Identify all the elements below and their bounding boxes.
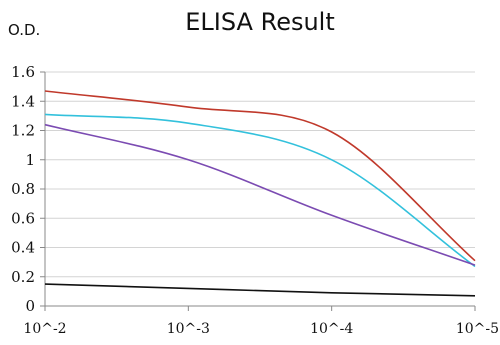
y-tick-label: 0.4 xyxy=(11,239,35,257)
x-tick-label: 10^-2 xyxy=(23,321,66,337)
y-tick-label: 0.8 xyxy=(11,180,35,198)
chart-title: ELISA Result xyxy=(185,8,335,36)
y-tick-labels: 0 0.2 0.4 0.6 0.8 1 1.2 1.4 1.6 xyxy=(11,63,35,315)
y-tick-label: 0 xyxy=(25,297,35,315)
y-tick-label: 1 xyxy=(25,151,35,169)
series-line-2 xyxy=(44,113,476,268)
gridlines xyxy=(45,71,475,278)
y-tick-label: 1.2 xyxy=(11,122,35,140)
x-tick-label: 10^-3 xyxy=(167,321,210,337)
x-tick-label: 10^-5 xyxy=(456,321,499,337)
x-tick-label: 10^-4 xyxy=(310,321,353,337)
y-tick-label: 0.2 xyxy=(11,268,35,286)
y-axis-label: O.D. xyxy=(8,21,40,39)
series-line-1 xyxy=(44,90,476,262)
x-tick-labels: 10^-2 10^-3 10^-4 10^-5 xyxy=(23,321,499,337)
series-line-3 xyxy=(44,123,476,266)
series-lines xyxy=(44,90,476,297)
axes xyxy=(40,71,476,311)
y-tick-label: 1.6 xyxy=(11,63,35,81)
y-tick-label: 1.4 xyxy=(11,92,35,110)
y-tick-label: 0.6 xyxy=(11,209,35,227)
series-line-4 xyxy=(44,283,476,297)
